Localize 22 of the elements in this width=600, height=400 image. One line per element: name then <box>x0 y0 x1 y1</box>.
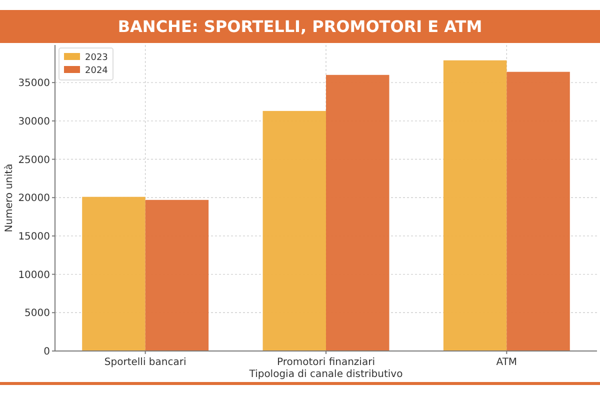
y-tick-label: 10000 <box>18 270 50 281</box>
chart-title: BANCHE: SPORTELLI, PROMOTORI E ATM <box>118 17 482 36</box>
bar <box>262 110 326 351</box>
x-tick-label: ATM <box>496 357 518 368</box>
legend-label: 2024 <box>85 66 108 76</box>
y-tick-label: 15000 <box>18 231 50 242</box>
y-tick-label: 5000 <box>24 308 50 320</box>
x-tick-label: Sportelli bancari <box>104 357 186 368</box>
x-tick-label: Promotori finanziari <box>277 357 375 368</box>
y-tick-label: 0 <box>44 346 50 358</box>
y-tick-label: 20000 <box>18 193 50 204</box>
bar <box>443 60 507 351</box>
y-tick-label: 30000 <box>18 116 50 128</box>
y-tick-label: 25000 <box>18 154 50 166</box>
y-tick-label: 35000 <box>18 78 50 90</box>
x-axis-title: Tipologia di canale distributivo <box>248 369 403 380</box>
y-axis-title: Numero unità <box>4 164 15 232</box>
legend-label: 2023 <box>85 53 108 63</box>
bar <box>82 196 146 351</box>
bar <box>145 200 209 351</box>
bar <box>506 72 570 351</box>
bar <box>326 74 390 351</box>
